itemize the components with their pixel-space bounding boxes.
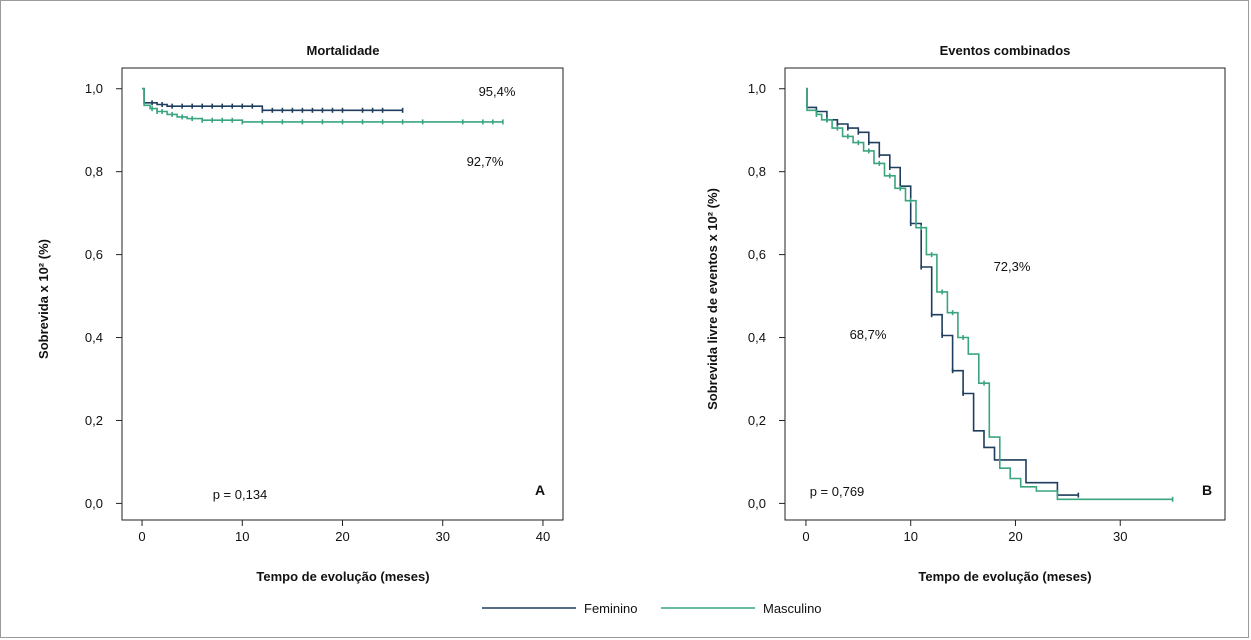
- y-tick-label: 0,4: [85, 330, 103, 345]
- legend-label-masculino: Masculino: [763, 601, 822, 616]
- panel-letter: B: [1202, 482, 1212, 498]
- x-tick-label: 30: [435, 529, 449, 544]
- p-value: p = 0,134: [213, 487, 268, 502]
- y-tick-label: 0,8: [748, 164, 766, 179]
- series-line-feminino: [806, 87, 1079, 496]
- panel-mortalidade: Mortalidade Tempo de evolução (meses) So…: [36, 43, 564, 584]
- y-tick-label: 0,6: [748, 247, 766, 262]
- panel-letter: A: [535, 482, 545, 498]
- annotation-masculino-percent: 68,7%: [850, 327, 887, 342]
- annotation-masculino-percent: 92,7%: [467, 154, 504, 169]
- plot-frame: [121, 67, 564, 521]
- plot-frame: [784, 67, 1226, 521]
- x-axis-label: Tempo de evolução (meses): [918, 569, 1091, 584]
- y-tick-label: 1,0: [748, 81, 766, 96]
- y-tick-label: 0,2: [85, 413, 103, 428]
- x-tick-label: 20: [335, 529, 349, 544]
- x-tick-label: 20: [1008, 529, 1022, 544]
- x-tick-label: 0: [138, 529, 145, 544]
- legend: Feminino Masculino: [482, 601, 822, 616]
- legend-label-feminino: Feminino: [584, 601, 637, 616]
- annotation-feminino-percent: 72,3%: [994, 259, 1031, 274]
- chart-title: Mortalidade: [307, 43, 380, 58]
- x-tick-label: 30: [1113, 529, 1127, 544]
- p-value: p = 0,769: [810, 484, 865, 499]
- series-line-masculino: [142, 87, 503, 123]
- x-tick-label: 40: [536, 529, 550, 544]
- series-line-masculino: [806, 87, 1173, 501]
- panel-eventos-combinados: Eventos combinados Tempo de evolução (me…: [705, 43, 1226, 584]
- x-tick-label: 0: [802, 529, 809, 544]
- y-tick-label: 0,2: [748, 413, 766, 428]
- y-axis-label: Sobrevida x 10² (%): [36, 239, 51, 359]
- y-tick-label: 0,0: [85, 496, 103, 511]
- y-tick-label: 0,6: [85, 247, 103, 262]
- annotation-feminino-percent: 95,4%: [479, 84, 516, 99]
- y-tick-label: 0,4: [748, 330, 766, 345]
- y-tick-label: 0,8: [85, 164, 103, 179]
- x-tick-label: 10: [903, 529, 917, 544]
- x-tick-label: 10: [235, 529, 249, 544]
- series-line-feminino: [142, 87, 403, 112]
- chart-title: Eventos combinados: [940, 43, 1071, 58]
- x-axis-label: Tempo de evolução (meses): [256, 569, 429, 584]
- y-tick-label: 0,0: [748, 496, 766, 511]
- y-tick-label: 1,0: [85, 81, 103, 96]
- y-axis-label: Sobrevida livre de eventos x 10² (%): [705, 188, 720, 410]
